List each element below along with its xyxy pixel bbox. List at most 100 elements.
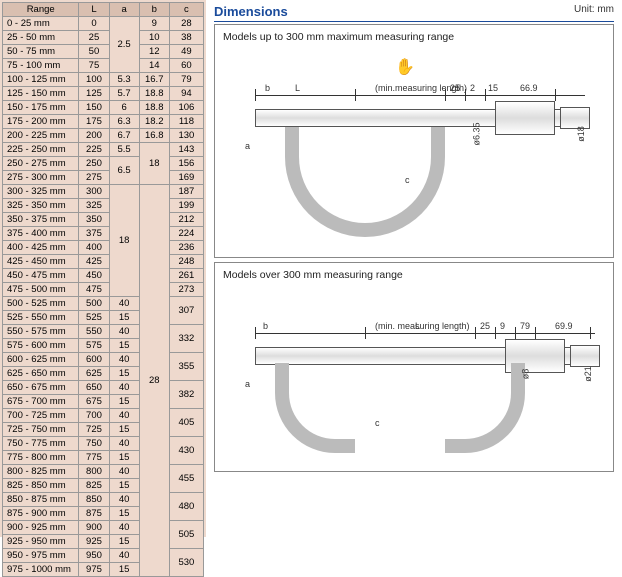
table-cell: 0 [79, 17, 109, 31]
lbl-d8: ø8 [520, 369, 530, 380]
table-cell: 0 - 25 mm [3, 17, 79, 31]
table-cell: 6.5 [109, 157, 139, 185]
table-cell: 15 [109, 339, 139, 353]
table-cell: 625 [79, 367, 109, 381]
table-cell: 156 [169, 157, 203, 171]
table-cell: 600 [79, 353, 109, 367]
table-cell: 212 [169, 213, 203, 227]
frame-icon [285, 127, 445, 237]
diagram-top: Models up to 300 mm maximum measuring ra… [214, 24, 614, 258]
table-cell: 5.5 [109, 143, 139, 157]
table-cell: 350 - 375 mm [3, 213, 79, 227]
table-cell: 6.3 [109, 115, 139, 129]
thimble-icon [495, 101, 555, 135]
table-cell: 25 - 50 mm [3, 31, 79, 45]
table-row: 550 - 575 mm55040332 [3, 325, 204, 339]
table-cell: 14 [139, 59, 169, 73]
table-cell: 550 [79, 325, 109, 339]
table-cell: 850 - 875 mm [3, 493, 79, 507]
table-cell: 15 [109, 367, 139, 381]
table-cell: 143 [169, 143, 203, 157]
table-cell: 450 - 475 mm [3, 269, 79, 283]
table-row: 325 - 350 mm325199 [3, 199, 204, 213]
ratchet-icon-2 [570, 345, 600, 367]
table-cell: 350 [79, 213, 109, 227]
table-cell: 18 [139, 143, 169, 185]
table-row: 400 - 425 mm400236 [3, 241, 204, 255]
frame-right-icon [445, 363, 525, 453]
lbl-699: 69.9 [555, 321, 573, 331]
table-cell: 75 - 100 mm [3, 59, 79, 73]
table-cell: 375 [79, 227, 109, 241]
table-cell: 28 [139, 185, 169, 577]
table-cell: 625 - 650 mm [3, 367, 79, 381]
table-cell: 273 [169, 283, 203, 297]
lbl-min2: (min. measuring length) [375, 321, 470, 331]
table-cell: 775 - 800 mm [3, 451, 79, 465]
table-cell: 800 - 825 mm [3, 465, 79, 479]
table-cell: 75 [79, 59, 109, 73]
table-cell: 40 [109, 521, 139, 535]
table-cell: 900 [79, 521, 109, 535]
table-cell: 175 - 200 mm [3, 115, 79, 129]
table-cell: 40 [109, 325, 139, 339]
table-header: a [109, 3, 139, 17]
table-cell: 405 [169, 409, 203, 437]
table-cell: 6 [109, 101, 139, 115]
table-row: 450 - 475 mm450261 [3, 269, 204, 283]
table-cell: 325 - 350 mm [3, 199, 79, 213]
lbl-c: c [405, 175, 410, 185]
table-cell: 505 [169, 521, 203, 549]
table-cell: 950 - 975 mm [3, 549, 79, 563]
table-cell: 10 [139, 31, 169, 45]
table-cell: 600 - 625 mm [3, 353, 79, 367]
table-header: c [169, 3, 203, 17]
table-cell: 530 [169, 549, 203, 577]
table-cell: 750 - 775 mm [3, 437, 79, 451]
table-row: 425 - 450 mm425248 [3, 255, 204, 269]
diagram-bot-caption: Models over 300 mm measuring range [215, 263, 613, 285]
table-row: 225 - 250 mm2255.518143 [3, 143, 204, 157]
table-row: 300 - 325 mm3001828187 [3, 185, 204, 199]
lbl-b2: b [263, 321, 268, 331]
table-cell: 825 [79, 479, 109, 493]
table-cell: 225 - 250 mm [3, 143, 79, 157]
table-cell: 850 [79, 493, 109, 507]
table-cell: 15 [109, 563, 139, 577]
table-cell: 18.8 [139, 87, 169, 101]
lbl-d635: ø6.35 [472, 122, 482, 145]
table-cell: 18.8 [139, 101, 169, 115]
table-cell: 15 [109, 311, 139, 325]
table-cell: 15 [109, 423, 139, 437]
table-cell: 5.7 [109, 87, 139, 101]
table-cell: 6.7 [109, 129, 139, 143]
table-cell: 15 [109, 507, 139, 521]
table-row: 950 - 975 mm95040530 [3, 549, 204, 563]
table-cell: 375 - 400 mm [3, 227, 79, 241]
table-cell: 480 [169, 493, 203, 521]
table-cell: 575 [79, 339, 109, 353]
table-cell: 650 [79, 381, 109, 395]
table-cell: 187 [169, 185, 203, 199]
lbl-d18: ø18 [576, 126, 586, 142]
lbl-25: 25 [450, 83, 460, 93]
table-cell: 169 [169, 171, 203, 185]
table-cell: 60 [169, 59, 203, 73]
table-cell: 975 - 1000 mm [3, 563, 79, 577]
table-cell: 425 [79, 255, 109, 269]
table-cell: 40 [109, 297, 139, 311]
table-cell: 40 [109, 549, 139, 563]
table-cell: 400 [79, 241, 109, 255]
table-row: 650 - 675 mm65040382 [3, 381, 204, 395]
lbl-L: L [295, 83, 300, 93]
table-cell: 40 [109, 437, 139, 451]
table-cell: 400 - 425 mm [3, 241, 79, 255]
table-cell: 18 [109, 185, 139, 297]
table-cell: 455 [169, 465, 203, 493]
table-cell: 875 [79, 507, 109, 521]
table-cell: 975 [79, 563, 109, 577]
lbl-a2: a [245, 379, 250, 389]
table-cell: 875 - 900 mm [3, 507, 79, 521]
table-cell: 650 - 675 mm [3, 381, 79, 395]
table-cell: 475 - 500 mm [3, 283, 79, 297]
